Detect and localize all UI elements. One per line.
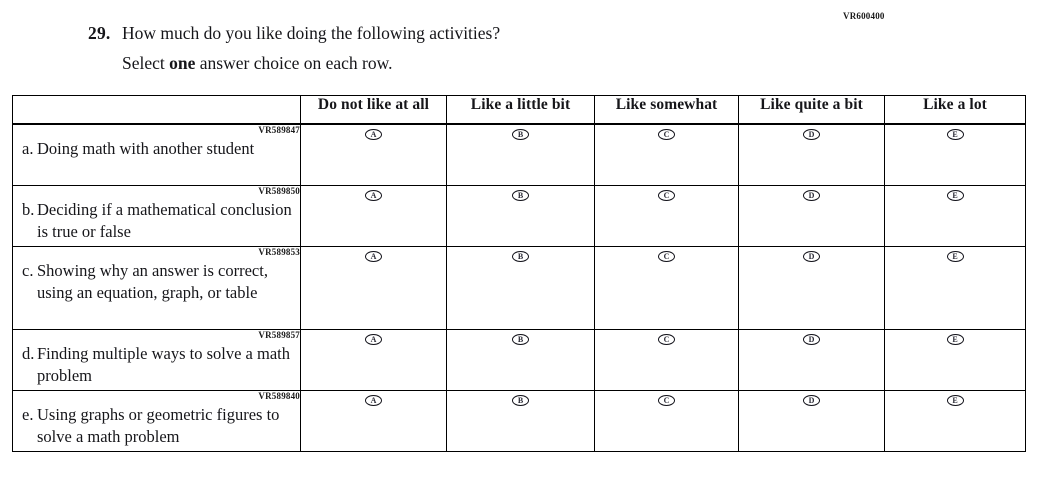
row-label-cell-c: VR589853 c. Showing why an answer is cor… bbox=[12, 246, 301, 330]
option-cell-b-3[interactable]: C bbox=[594, 185, 739, 247]
bubble-d-B[interactable]: B bbox=[512, 333, 529, 345]
instruction-suffix: answer choice on each row. bbox=[195, 53, 393, 73]
form-code-label: VR600400 bbox=[843, 11, 885, 21]
option-cell-c-1[interactable]: A bbox=[300, 246, 447, 330]
bubble-d-A[interactable]: A bbox=[365, 333, 382, 345]
option-cell-d-1[interactable]: A bbox=[300, 329, 447, 391]
option-cell-e-5[interactable]: E bbox=[884, 390, 1026, 452]
bubble-b-D[interactable]: D bbox=[803, 189, 820, 201]
column-header-like-a-little-bit: Like a little bit bbox=[446, 95, 595, 125]
row-text-e: Using graphs or geometric figures to sol… bbox=[37, 405, 280, 446]
column-header-like-somewhat: Like somewhat bbox=[594, 95, 739, 125]
bubble-c-A[interactable]: A bbox=[365, 250, 382, 262]
option-cell-d-5[interactable]: E bbox=[884, 329, 1026, 391]
option-cell-b-2[interactable]: B bbox=[446, 185, 595, 247]
column-header-like-quite-a-bit: Like quite a bit bbox=[738, 95, 885, 125]
bubble-a-B[interactable]: B bbox=[512, 128, 529, 140]
bubble-c-C[interactable]: C bbox=[658, 250, 675, 262]
row-text-a: Doing math with another student bbox=[37, 139, 255, 158]
instruction-emphasis: one bbox=[169, 53, 196, 73]
row-label-cell-b: VR589850 b. Deciding if a mathematical c… bbox=[12, 185, 301, 247]
row-letter-e: e. bbox=[22, 405, 34, 424]
option-cell-e-1[interactable]: A bbox=[300, 390, 447, 452]
option-cell-b-1[interactable]: A bbox=[300, 185, 447, 247]
option-cell-c-2[interactable]: B bbox=[446, 246, 595, 330]
bubble-a-E[interactable]: E bbox=[946, 128, 964, 140]
item-code-d: VR589857 bbox=[258, 330, 300, 340]
row-letter-d: d. bbox=[22, 344, 35, 363]
bubble-e-D[interactable]: D bbox=[803, 394, 820, 406]
row-letter-c: c. bbox=[22, 261, 34, 280]
option-cell-e-2[interactable]: B bbox=[446, 390, 595, 452]
question-stem: 29. How much do you like doing the follo… bbox=[88, 20, 848, 77]
option-cell-a-5[interactable]: E bbox=[884, 124, 1026, 186]
question-number: 29. bbox=[88, 23, 111, 43]
option-cell-c-3[interactable]: C bbox=[594, 246, 739, 330]
option-cell-b-5[interactable]: E bbox=[884, 185, 1026, 247]
bubble-c-B[interactable]: B bbox=[512, 250, 529, 262]
question-prompt: How much do you like doing the following… bbox=[122, 23, 501, 43]
option-cell-d-2[interactable]: B bbox=[446, 329, 595, 391]
bubble-e-A[interactable]: A bbox=[365, 394, 382, 406]
option-cell-c-5[interactable]: E bbox=[884, 246, 1026, 330]
option-cell-d-3[interactable]: C bbox=[594, 329, 739, 391]
instruction-prefix: Select bbox=[122, 53, 170, 73]
bubble-c-E[interactable]: E bbox=[946, 250, 964, 262]
option-cell-b-4[interactable]: D bbox=[738, 185, 885, 247]
bubble-c-D[interactable]: D bbox=[803, 250, 820, 262]
table-row: VR589857 d. Finding multiple ways to sol… bbox=[12, 329, 1026, 391]
bubble-e-E[interactable]: E bbox=[946, 394, 964, 406]
bubble-b-B[interactable]: B bbox=[512, 189, 529, 201]
item-code-a: VR589847 bbox=[258, 125, 300, 135]
table-row: VR589847 a. Doing math with another stud… bbox=[12, 124, 1026, 186]
row-label-cell-a: VR589847 a. Doing math with another stud… bbox=[12, 124, 301, 186]
bubble-a-A[interactable]: A bbox=[365, 128, 382, 140]
table-row: VR589850 b. Deciding if a mathematical c… bbox=[12, 185, 1026, 247]
row-letter-b: b. bbox=[22, 200, 35, 219]
row-label-cell-d: VR589857 d. Finding multiple ways to sol… bbox=[12, 329, 301, 391]
bubble-a-D[interactable]: D bbox=[803, 128, 820, 140]
bubble-b-C[interactable]: C bbox=[658, 189, 675, 201]
bubble-a-C[interactable]: C bbox=[658, 128, 675, 140]
bubble-e-B[interactable]: B bbox=[512, 394, 529, 406]
option-cell-a-2[interactable]: B bbox=[446, 124, 595, 186]
item-code-c: VR589853 bbox=[258, 247, 300, 257]
option-cell-a-4[interactable]: D bbox=[738, 124, 885, 186]
row-text-b: Deciding if a mathematical conclusion is… bbox=[37, 200, 292, 241]
bubble-b-E[interactable]: E bbox=[946, 189, 964, 201]
question-instruction: Select one answer choice on each row. bbox=[88, 50, 848, 77]
row-label-cell-e: VR589840 e. Using graphs or geometric fi… bbox=[12, 390, 301, 452]
option-cell-c-4[interactable]: D bbox=[738, 246, 885, 330]
bubble-d-C[interactable]: C bbox=[658, 333, 675, 345]
bubble-d-D[interactable]: D bbox=[803, 333, 820, 345]
row-letter-a: a. bbox=[22, 139, 34, 158]
bubble-d-E[interactable]: E bbox=[946, 333, 964, 345]
item-code-b: VR589850 bbox=[258, 186, 300, 196]
option-cell-e-3[interactable]: C bbox=[594, 390, 739, 452]
bubble-b-A[interactable]: A bbox=[365, 189, 382, 201]
bubble-e-C[interactable]: C bbox=[658, 394, 675, 406]
column-header-like-a-lot: Like a lot bbox=[884, 95, 1026, 125]
matrix-corner-cell bbox=[12, 95, 301, 125]
item-code-e: VR589840 bbox=[258, 391, 300, 401]
column-header-do-not-like-at-all: Do not like at all bbox=[300, 95, 447, 125]
option-cell-a-3[interactable]: C bbox=[594, 124, 739, 186]
row-text-c: Showing why an answer is correct, using … bbox=[37, 261, 268, 302]
matrix-header-row: Do not like at all Like a little bit Lik… bbox=[12, 95, 1026, 125]
table-row: VR589840 e. Using graphs or geometric fi… bbox=[12, 390, 1026, 452]
option-cell-a-1[interactable]: A bbox=[300, 124, 447, 186]
row-text-d: Finding multiple ways to solve a math pr… bbox=[37, 344, 290, 385]
option-cell-e-4[interactable]: D bbox=[738, 390, 885, 452]
matrix-table: Do not like at all Like a little bit Lik… bbox=[12, 95, 1026, 452]
response-matrix: Do not like at all Like a little bit Lik… bbox=[12, 95, 1026, 452]
option-cell-d-4[interactable]: D bbox=[738, 329, 885, 391]
table-row: VR589853 c. Showing why an answer is cor… bbox=[12, 246, 1026, 330]
